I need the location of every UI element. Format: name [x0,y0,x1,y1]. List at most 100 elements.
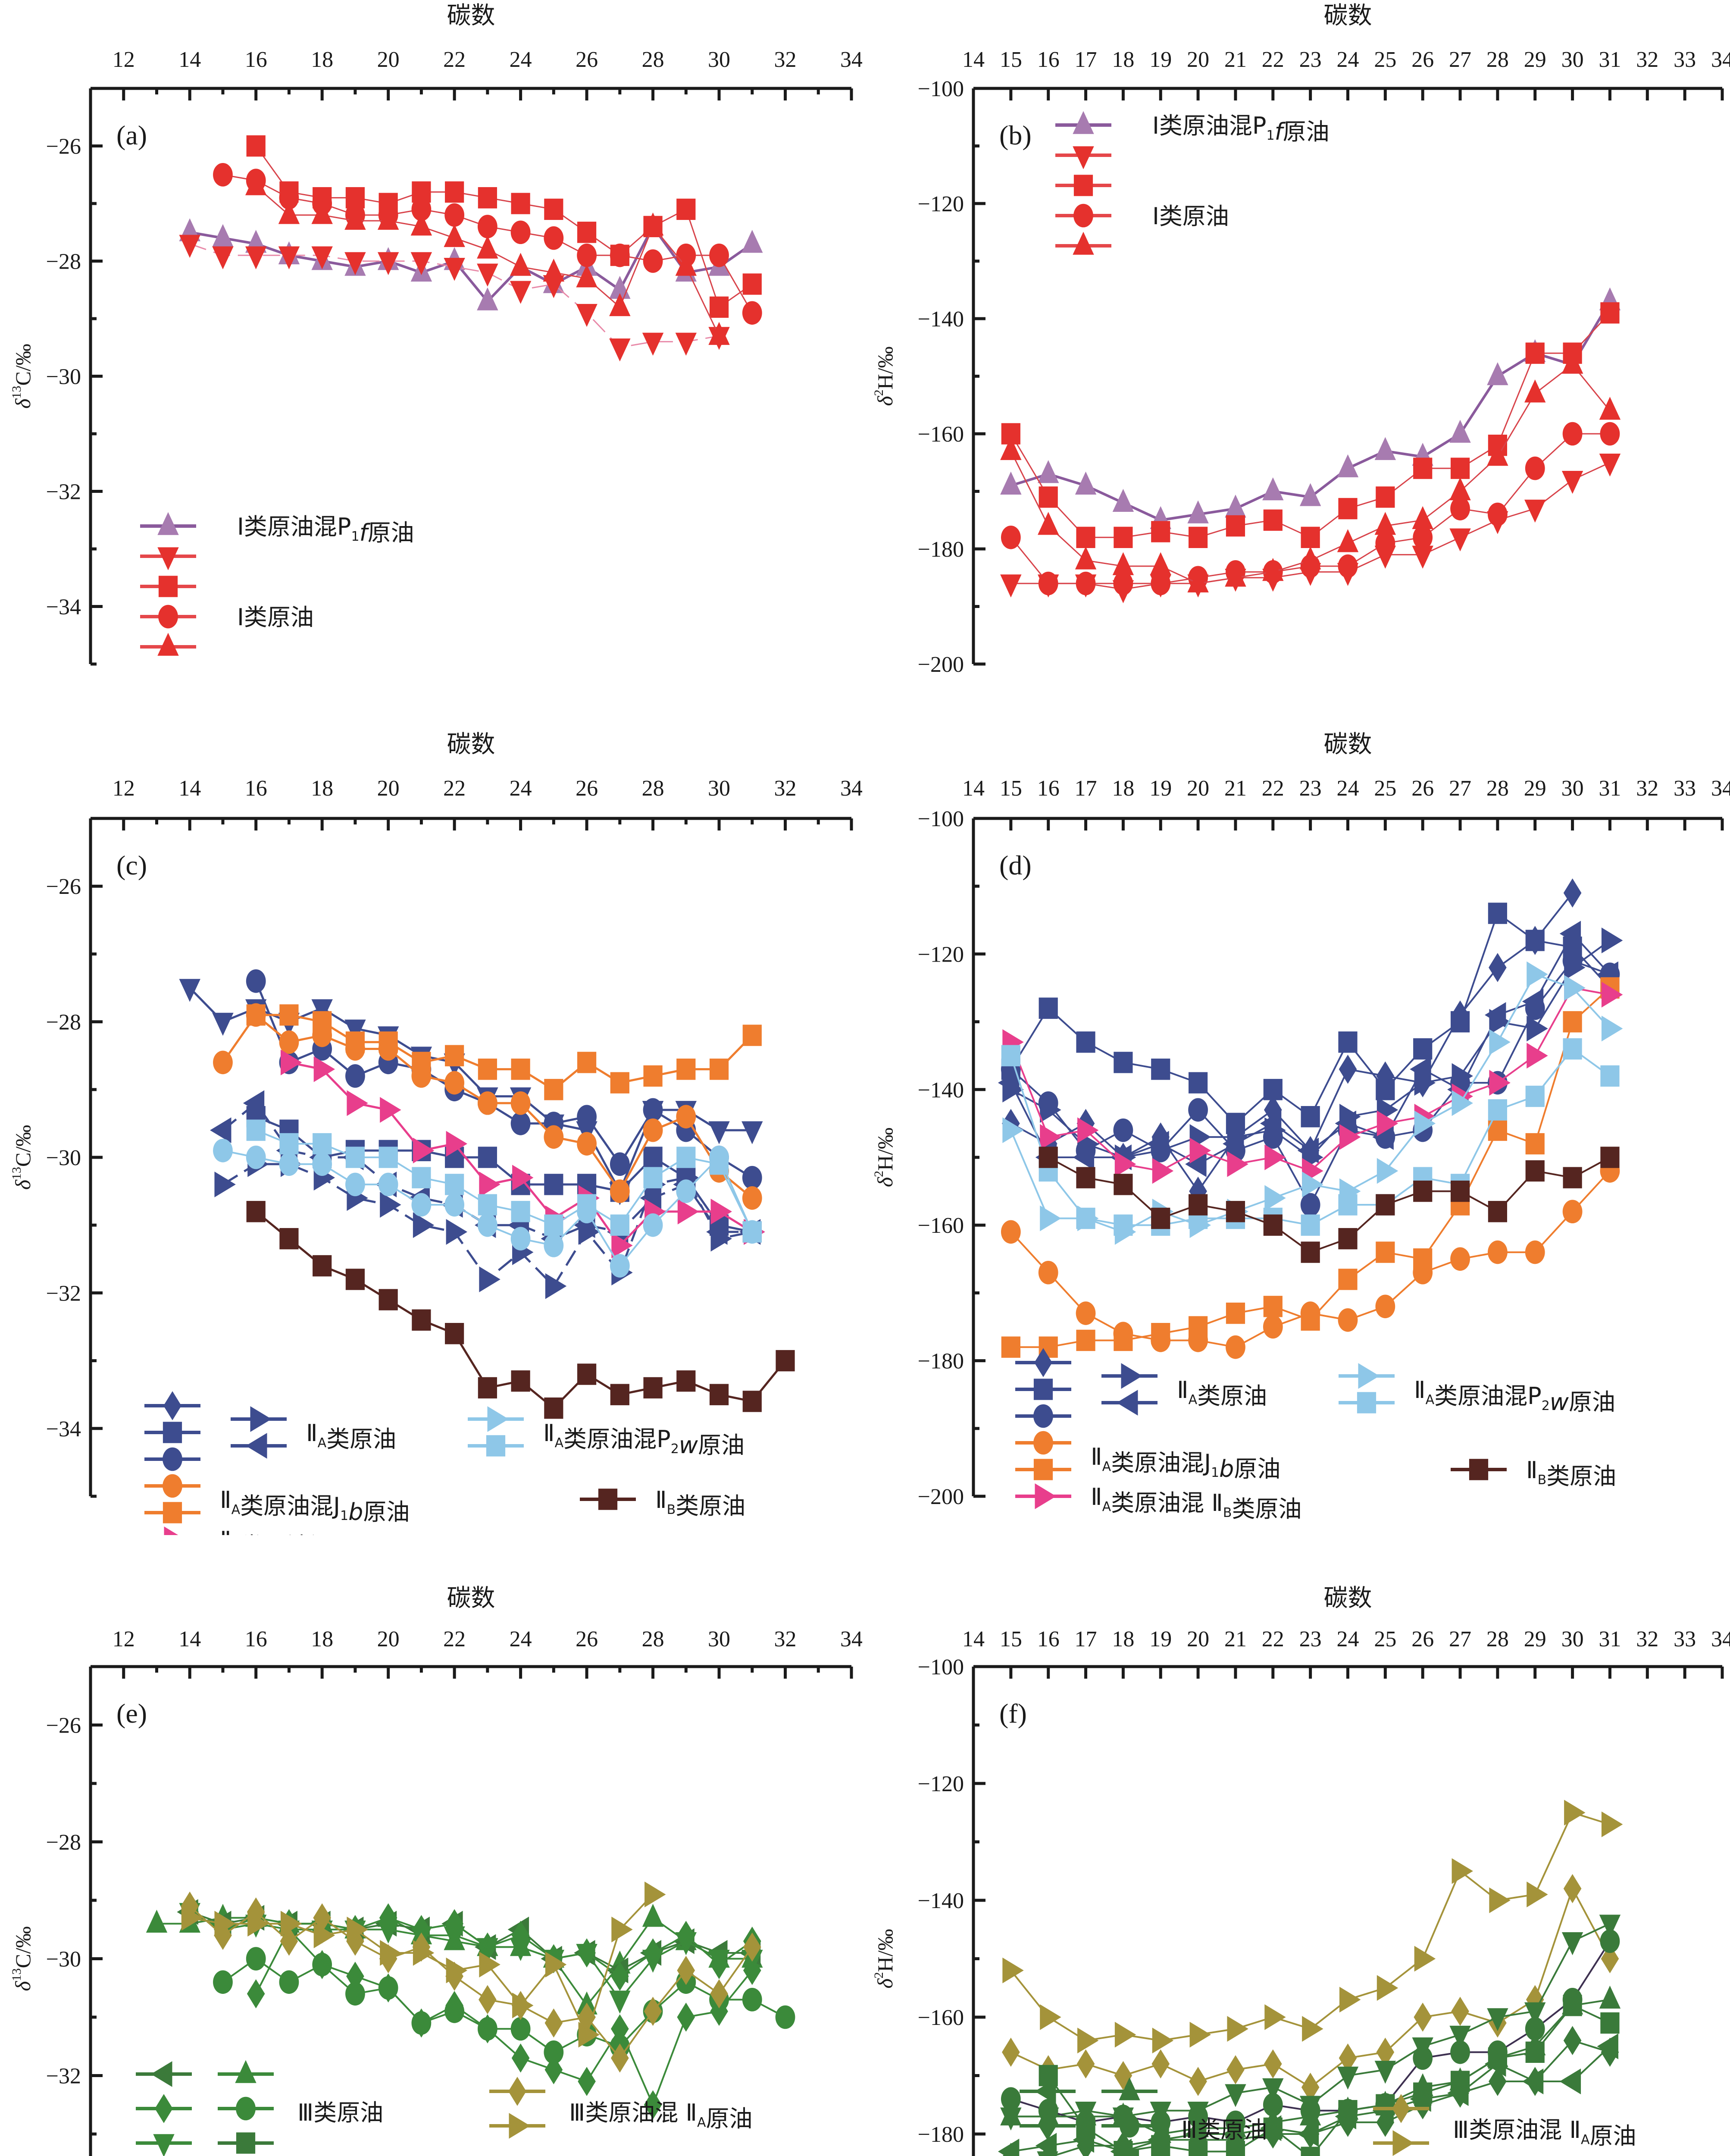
data-point [1185,1151,1207,1177]
data-point [214,1171,236,1197]
x-tick-label: 30 [708,776,730,801]
panel-label: (e) [116,1698,147,1729]
data-point [677,2002,695,2032]
data-point [742,1025,762,1046]
legend-swatch [1120,2150,1139,2156]
x-axis-title: 碳数 [1324,1584,1372,1612]
legend-swatch [140,547,196,570]
x-tick-label: 33 [1674,776,1696,801]
y-tick-label: −100 [918,1655,964,1680]
series-0 [179,212,763,310]
data-point [1002,2037,1020,2067]
legend-swatch [144,1502,200,1523]
data-point [1189,526,1208,548]
data-point [179,235,200,258]
data-point [1489,1887,1511,1913]
legend-swatch [231,1406,287,1432]
x-tick-label: 31 [1599,776,1621,801]
data-point [1151,1323,1170,1344]
data-point [346,1962,364,1991]
data-point [642,1904,664,1927]
data-point [544,2040,564,2064]
data-point [345,1064,365,1088]
legend-marker [158,605,178,629]
data-point [642,332,664,356]
data-point [1040,2004,1061,2030]
data-point [1599,1915,1621,1938]
legend-swatch [144,1422,200,1443]
x-tick-label: 32 [774,776,797,801]
data-point [445,1045,464,1066]
data-point [444,258,465,281]
data-point [246,969,266,993]
legend-marker [1035,2078,1056,2104]
data-point [1527,961,1548,987]
data-point [1076,2131,1095,2156]
x-tick-label: 16 [1037,1627,1060,1651]
data-point [545,1952,567,1977]
data-point [545,1273,567,1299]
data-point [212,1012,234,1036]
x-tick-label: 32 [1636,776,1658,801]
panel-f: 碳数 14 15 16 17 18 19 20 21 22 23 24 25 26 27 28 29 30 31 32… [862,1535,1730,2156]
data-point [511,1370,530,1392]
x-tick-label: 21 [1224,776,1247,801]
legend-marker [235,2060,257,2083]
data-point [1449,477,1471,501]
data-point [578,2021,600,2048]
data-point [181,1905,203,1931]
data-point [1000,2102,1022,2126]
legend-marker [1392,2094,1410,2123]
legend-marker [486,1435,506,1457]
data-point [1039,1147,1058,1168]
data-point [345,1172,365,1197]
data-point [1374,2061,1396,2084]
data-point [378,1172,398,1197]
data-point [511,1058,530,1080]
data-point [1040,1124,1061,1150]
x-tick-label: 33 [1674,47,1696,72]
x-tick-label: 24 [1337,47,1359,72]
data-point [1526,2067,1544,2096]
x-tick-label: 20 [377,1627,400,1651]
x-tick-label: 15 [1000,47,1022,72]
data-point [1563,1011,1582,1033]
series-line [1048,2004,1611,2156]
data-point [1189,1072,1208,1094]
legend-marker [1039,2111,1057,2140]
x-tick-label: 26 [576,776,598,801]
data-point [1525,1240,1545,1264]
data-point [1114,526,1133,548]
legend-marker [1120,2150,1139,2156]
data-point [412,1167,431,1188]
data-point [742,273,762,295]
legend-swatch [1055,146,1111,169]
series-line [256,1014,753,1091]
legend-swatch [1055,175,1111,196]
data-point [1076,1301,1096,1325]
legend-swatch [136,2134,192,2156]
legend-marker [236,2132,256,2154]
data-point [412,1915,431,1944]
legend-label: Ⅰ类原油混P1f原油 [1152,112,1330,145]
data-point [1601,928,1623,953]
x-tick-label: 25 [1374,776,1396,801]
data-point [213,1050,233,1075]
data-point [512,1165,534,1191]
panel-label: (f) [999,1698,1027,1729]
data-point [544,198,563,220]
data-point [1151,521,1170,542]
data-point [710,1225,732,1252]
data-point [710,1198,732,1225]
data-point [1339,2043,1357,2073]
data-point [1335,1110,1356,1137]
data-point [1301,2119,1320,2149]
x-tick-label: 22 [1262,1627,1284,1651]
x-tick-label: 16 [1037,47,1060,72]
data-point [245,246,267,270]
legend-label: ⅡA类原油混P2w原油 [543,1420,745,1459]
data-point [543,258,565,282]
data-point [1151,2125,1170,2155]
x-tick-label: 32 [774,1627,797,1651]
data-point [510,220,531,244]
